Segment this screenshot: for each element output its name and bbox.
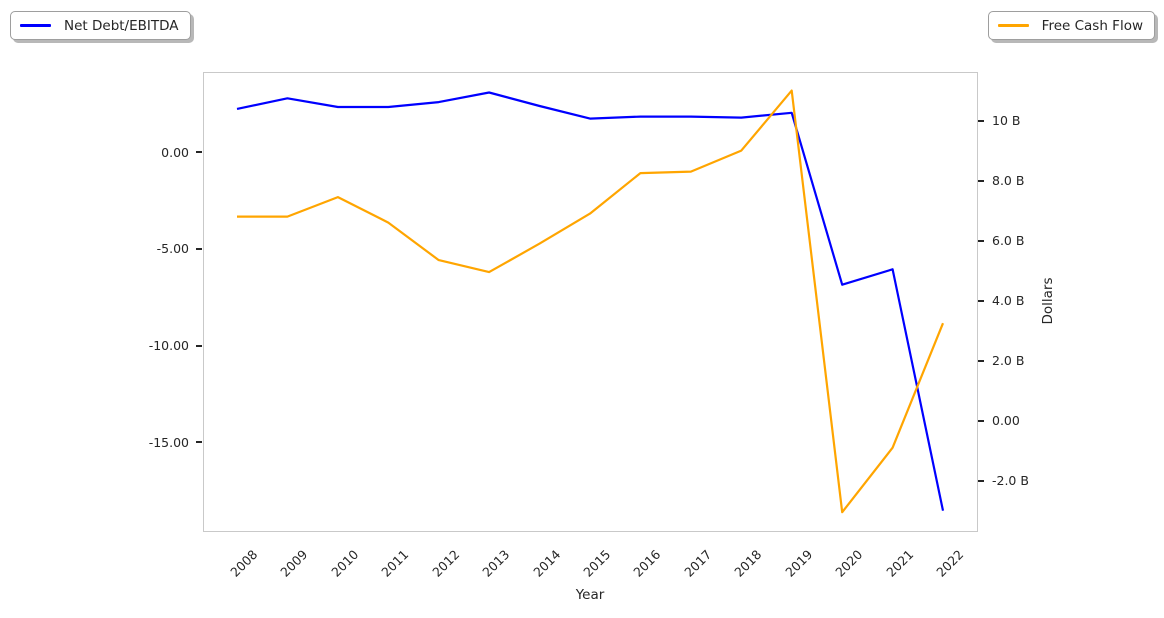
- right-y-tick-mark: [978, 479, 984, 482]
- right-y-tick-label: 0.00: [992, 413, 1020, 429]
- left-y-tick-mark: [196, 344, 202, 347]
- x-tick-label: 2012: [428, 546, 463, 580]
- right-y-tick-mark: [978, 179, 984, 182]
- right-y-tick-label: -2.0 B: [992, 473, 1029, 489]
- left-y-tick-mark: [196, 151, 202, 154]
- legend-net-debt-ebitda-label: Net Debt/EBITDA: [64, 17, 179, 34]
- right-y-tick-label: 8.0 B: [992, 173, 1025, 189]
- plot-area: [203, 72, 978, 532]
- right-y-tick-label: 6.0 B: [992, 233, 1025, 249]
- x-tick-label: 2009: [277, 546, 311, 580]
- right-y-tick-mark: [978, 119, 984, 122]
- left-y-tick-label: 0.00: [161, 144, 189, 160]
- free-cash-flow-line: [236, 89, 944, 513]
- free-cash-flow-line-swatch: [997, 24, 1029, 27]
- right-y-tick-mark: [978, 419, 984, 422]
- left-y-tick-mark: [196, 247, 202, 250]
- left-y-tick-label: -10.00: [148, 338, 189, 354]
- legend-net-debt-ebitda: Net Debt/EBITDA: [10, 11, 191, 40]
- right-y-tick-label: 4.0 B: [992, 293, 1025, 309]
- x-tick-label: 2020: [832, 546, 866, 580]
- right-y-tick-mark: [978, 239, 984, 242]
- x-tick-label: 2011: [378, 546, 412, 580]
- right-y-tick-mark: [978, 359, 984, 362]
- net-debt-ebitda-line: [236, 90, 944, 511]
- right-y-tick-label: 10 B: [992, 113, 1021, 129]
- right-y-tick-label: 2.0 B: [992, 353, 1025, 369]
- right-y-tick-mark: [978, 299, 984, 302]
- net-debt-ebitda-line-swatch: [20, 24, 51, 27]
- x-tick-label: 2021: [882, 546, 916, 580]
- left-y-tick-mark: [196, 441, 202, 444]
- legend-free-cash-flow: Free Cash Flow: [987, 11, 1155, 40]
- left-y-tick-label: -5.00: [156, 241, 189, 257]
- x-tick-label: 2018: [731, 546, 765, 580]
- x-tick-label: 2008: [227, 546, 261, 580]
- left-y-tick-label: -15.00: [148, 434, 189, 450]
- x-tick-label: 2010: [328, 546, 362, 580]
- x-tick-label: 2019: [781, 546, 816, 580]
- x-axis-label: Year: [575, 587, 605, 603]
- legend-free-cash-flow-label: Free Cash Flow: [1041, 17, 1143, 34]
- x-tick-label: 2022: [933, 546, 967, 580]
- right-y-axis-label: Dollars: [1040, 277, 1056, 325]
